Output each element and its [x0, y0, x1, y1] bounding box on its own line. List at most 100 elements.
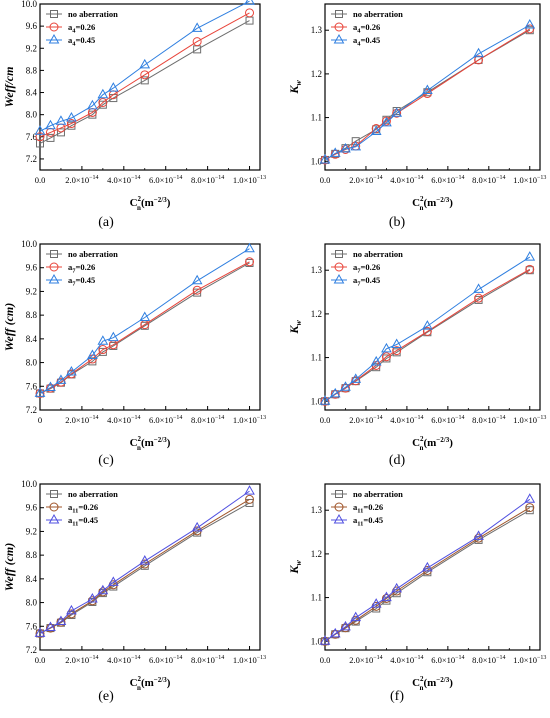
- legend-marker: [335, 10, 343, 18]
- panel-caption: (b): [388, 215, 406, 230]
- legend-label: a4=0.26: [353, 22, 380, 35]
- data-point: [245, 16, 254, 25]
- data-point: [391, 338, 403, 348]
- x-tick-label: 8.0×10−14: [472, 415, 505, 425]
- data-point: [191, 274, 203, 285]
- legend-label: no aberration: [353, 249, 403, 259]
- legend-label: a4=0.26: [68, 22, 95, 35]
- data-point: [245, 257, 255, 267]
- x-tick-label: 0.0: [320, 655, 331, 665]
- y-tick-label: 1.2: [311, 549, 322, 559]
- x-axis-label: C2 n(m−2/3): [130, 675, 171, 692]
- y-tick-label: 7.6: [26, 381, 38, 391]
- x-tick-label: 0.0: [320, 415, 331, 425]
- x-tick-label: 6.0×10−14: [431, 415, 464, 425]
- data-point: [340, 620, 351, 631]
- x-tick-label: 1.0×10−13: [233, 415, 266, 425]
- x-tick-label: 1.0×10−13: [513, 415, 546, 425]
- x-tick-label: 2.0×10−14: [349, 415, 382, 425]
- chart-panel: 0.0 2.0×10−14 4.0×10−14 6.0×10−14 8.0×10−14 1…: [2, 479, 266, 692]
- series-line: [39, 262, 250, 394]
- series-026: [320, 24, 535, 165]
- y-tick-label: 10.0: [21, 0, 37, 9]
- data-point: [55, 115, 67, 125]
- data-point: [98, 97, 108, 107]
- series-line: [324, 507, 531, 642]
- legend-marker: [334, 502, 344, 512]
- x-tick-label: 0: [38, 415, 42, 425]
- y-tick-label: 1.1: [311, 593, 322, 603]
- x-tick-label: 4.0×10−14: [107, 175, 140, 185]
- y-axis-label: Kw: [287, 80, 303, 95]
- data-point: [140, 70, 150, 80]
- legend-label: no aberration: [68, 249, 118, 259]
- data-point: [244, 0, 255, 5]
- y-tick-label: 9.2: [26, 526, 37, 536]
- data-point: [36, 139, 44, 148]
- y-axis-label: Weff (cm): [2, 303, 16, 352]
- data-point: [139, 555, 151, 565]
- legend-marker: [48, 513, 60, 524]
- data-point: [56, 617, 66, 627]
- y-tick-label: 1.1: [311, 353, 322, 363]
- legend-marker: [333, 273, 345, 284]
- data-point: [319, 635, 331, 645]
- x-tick-label: 4.0×10−14: [390, 655, 423, 665]
- series-045: [319, 493, 536, 645]
- data-point: [422, 320, 433, 330]
- chart-panel: 0 2.0×10−14 4.0×10−14 6.0×10−14 8.0×10−14 1.0…: [2, 239, 266, 452]
- legend-marker: [333, 513, 345, 524]
- data-point: [97, 335, 109, 345]
- series-line: [39, 248, 250, 394]
- data-point: [139, 58, 151, 69]
- data-point: [245, 8, 255, 18]
- y-tick-label: 8.4: [26, 334, 38, 344]
- data-point: [391, 107, 403, 117]
- data-point: [46, 133, 55, 142]
- x-tick-label: 4.0×10−14: [107, 655, 140, 665]
- series-045: [34, 485, 255, 637]
- data-point: [107, 82, 119, 92]
- x-tick-label: 6.0×10−14: [149, 655, 182, 665]
- data-point: [66, 111, 77, 122]
- data-point: [87, 99, 98, 110]
- data-point: [56, 128, 65, 137]
- data-point: [319, 153, 331, 164]
- panel-caption: (c): [98, 453, 114, 468]
- data-point: [392, 346, 402, 356]
- legend-label: no aberration: [353, 489, 403, 499]
- x-tick-label: 4.0×10−14: [107, 415, 140, 425]
- legend-label: a7=0.45: [353, 275, 380, 288]
- data-point: [34, 627, 46, 637]
- x-tick-label: 1.0×10−13: [513, 175, 546, 185]
- y-tick-label: 1.0: [311, 396, 323, 406]
- data-point: [140, 76, 149, 85]
- data-point: [422, 326, 432, 336]
- panel-caption: (d): [388, 453, 406, 468]
- x-tick-label: 6.0×10−14: [149, 175, 182, 185]
- legend-label: a11=0.45: [353, 515, 383, 528]
- x-tick-label: 4.0×10−14: [390, 415, 423, 425]
- data-point: [55, 374, 67, 384]
- x-tick-label: 1.0×10−13: [233, 655, 266, 665]
- data-point: [329, 147, 341, 157]
- y-tick-label: 9.2: [26, 286, 37, 296]
- y-tick-label: 7.2: [26, 154, 37, 164]
- y-axis-label: Weff/cm: [2, 67, 16, 108]
- series-026: [320, 503, 535, 646]
- data-point: [351, 137, 360, 146]
- data-point: [66, 119, 76, 129]
- data-point: [525, 24, 535, 34]
- x-tick-label: 0.0: [35, 655, 46, 665]
- x-tick-label: 1.0×10−13: [233, 175, 266, 185]
- legend-label: no aberration: [68, 489, 118, 499]
- legend-marker: [49, 262, 59, 272]
- data-point: [87, 592, 98, 603]
- data-point: [340, 143, 351, 153]
- x-axis-label: C2 n(m−2/3): [130, 195, 171, 212]
- data-point: [473, 530, 484, 540]
- data-point: [381, 352, 391, 362]
- data-point: [350, 140, 362, 151]
- y-tick-label: 8.4: [26, 88, 38, 98]
